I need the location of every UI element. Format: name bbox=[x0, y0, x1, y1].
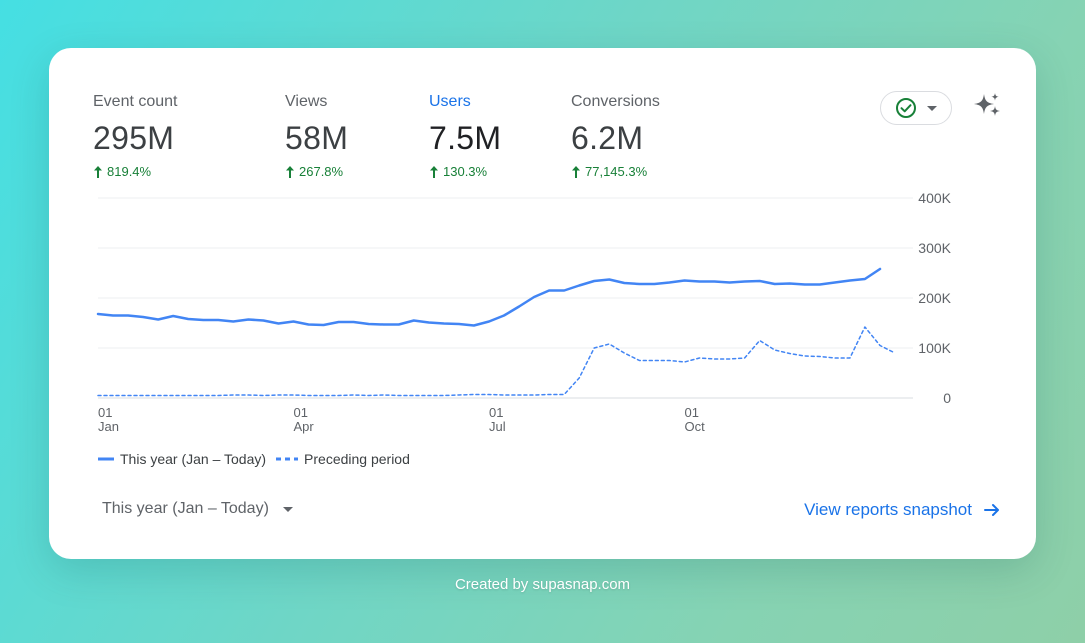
metric-change: 77,145.3% bbox=[571, 164, 660, 179]
snapshot-link-label: View reports snapshot bbox=[804, 500, 972, 519]
x-tick-day-label: 01 bbox=[489, 405, 503, 420]
chart-legend: This year (Jan – Today) Preceding period bbox=[98, 451, 410, 467]
metric-views[interactable]: Views 58M 267.8% bbox=[285, 92, 348, 179]
chevron-down-icon bbox=[927, 105, 937, 111]
metric-value: 295M bbox=[93, 120, 175, 156]
check-circle-icon bbox=[896, 98, 916, 118]
arrow-right-icon bbox=[984, 504, 999, 516]
arrow-up-icon bbox=[286, 165, 294, 178]
metric-label: Users bbox=[429, 93, 471, 110]
metric-users[interactable]: Users 7.5M 130.3% bbox=[429, 92, 501, 179]
arrow-up-icon bbox=[94, 165, 102, 178]
chevron-down-icon bbox=[282, 506, 293, 512]
legend-solid-line-icon bbox=[98, 457, 114, 461]
series-line-preceding bbox=[97, 326, 896, 397]
metric-change: 130.3% bbox=[429, 164, 501, 179]
metric-conversions[interactable]: Conversions 6.2M 77,145.3% bbox=[571, 92, 660, 179]
metric-change-value: 77,145.3% bbox=[585, 164, 648, 179]
metric-label: Views bbox=[285, 93, 328, 110]
metric-change: 267.8% bbox=[285, 164, 348, 179]
metric-label: Conversions bbox=[571, 93, 660, 110]
metric-change-value: 267.8% bbox=[299, 164, 344, 179]
y-tick-label: 200K bbox=[918, 290, 951, 306]
metric-value: 58M bbox=[285, 120, 349, 156]
legend-label: Preceding period bbox=[304, 451, 410, 467]
x-tick-month-label: Apr bbox=[293, 419, 314, 434]
metric-value: 6.2M bbox=[571, 120, 644, 156]
status-dropdown[interactable] bbox=[880, 91, 952, 125]
y-tick-label: 0 bbox=[943, 390, 951, 406]
y-tick-label: 100K bbox=[918, 340, 951, 356]
legend-label: This year (Jan – Today) bbox=[120, 451, 267, 467]
x-tick-day-label: 01 bbox=[98, 405, 112, 420]
view-reports-snapshot-link[interactable]: View reports snapshot bbox=[804, 500, 1000, 520]
date-range-label: This year (Jan – Today) bbox=[102, 500, 269, 517]
x-tick-month-label: Oct bbox=[684, 419, 705, 434]
y-tick-label: 400K bbox=[918, 190, 951, 206]
legend-item-this-year: This year (Jan – Today) bbox=[98, 451, 266, 467]
x-tick-day-label: 01 bbox=[684, 405, 698, 420]
x-tick-day-label: 01 bbox=[293, 405, 307, 420]
credit-text: Created by supasnap.com bbox=[454, 576, 631, 593]
legend-item-preceding: Preceding period bbox=[276, 451, 410, 467]
date-range-dropdown[interactable]: This year (Jan – Today) bbox=[102, 500, 293, 518]
analytics-card: Event count 295M 819.4% Views 58M 267.8%… bbox=[49, 48, 1036, 559]
x-tick-month-label: Jan bbox=[98, 419, 119, 434]
legend-dashed-line-icon bbox=[276, 457, 299, 461]
metric-change-value: 130.3% bbox=[443, 164, 488, 179]
arrow-up-icon bbox=[430, 165, 438, 178]
metric-change-value: 819.4% bbox=[107, 164, 152, 179]
y-tick-label: 300K bbox=[918, 240, 951, 256]
metric-label: Event count bbox=[93, 93, 178, 110]
arrow-up-icon bbox=[572, 165, 580, 178]
metric-event-count[interactable]: Event count 295M 819.4% bbox=[93, 92, 178, 179]
x-tick-month-label: Jul bbox=[489, 419, 506, 434]
series-line-this-year bbox=[96, 267, 882, 327]
metric-value: 7.5M bbox=[429, 120, 502, 156]
metric-change: 819.4% bbox=[93, 164, 178, 179]
sparkle-insights-icon[interactable] bbox=[971, 91, 1003, 123]
